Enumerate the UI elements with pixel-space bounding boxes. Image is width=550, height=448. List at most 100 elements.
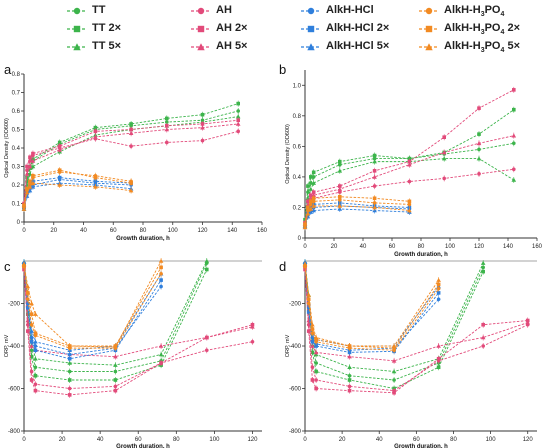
data-point bbox=[26, 305, 30, 310]
data-point bbox=[309, 175, 313, 179]
data-point bbox=[436, 291, 441, 295]
data-point bbox=[306, 184, 310, 188]
series-line bbox=[23, 260, 208, 366]
data-point bbox=[29, 354, 34, 359]
legend-swatch bbox=[191, 43, 211, 51]
data-point bbox=[512, 167, 516, 172]
data-point bbox=[29, 301, 34, 306]
series-line bbox=[304, 266, 440, 349]
data-point bbox=[338, 198, 342, 202]
y-tick-label: 0.6 bbox=[12, 109, 21, 115]
data-point bbox=[158, 352, 164, 357]
data-point bbox=[372, 205, 377, 210]
x-tick-label: 100 bbox=[209, 437, 220, 443]
data-point bbox=[337, 168, 343, 173]
x-tick-label: 120 bbox=[197, 228, 208, 234]
series-alkh-h3po4-5- bbox=[302, 261, 441, 349]
data-point bbox=[29, 322, 34, 327]
data-point bbox=[311, 203, 316, 208]
data-point bbox=[313, 350, 319, 355]
y-tick-label: 0.4 bbox=[12, 146, 21, 152]
x-tick-label: 160 bbox=[532, 244, 543, 250]
data-point bbox=[128, 188, 134, 193]
legend-label: AlkH-HCl 5× bbox=[326, 40, 390, 52]
data-point bbox=[113, 388, 118, 393]
data-point bbox=[372, 169, 377, 173]
legend-label: AlkH-H3PO4 5× bbox=[444, 40, 521, 55]
x-tick-label: 100 bbox=[168, 228, 179, 234]
data-point bbox=[306, 199, 310, 204]
data-point bbox=[476, 141, 482, 146]
data-point bbox=[481, 344, 485, 348]
data-point bbox=[407, 205, 412, 210]
data-point bbox=[128, 130, 134, 135]
data-point bbox=[310, 327, 315, 331]
data-point bbox=[113, 384, 118, 389]
data-point bbox=[436, 286, 441, 291]
data-point bbox=[113, 362, 118, 367]
data-point bbox=[57, 140, 62, 145]
legend-marker bbox=[425, 7, 433, 15]
data-point bbox=[311, 196, 316, 201]
legend-marker bbox=[197, 25, 205, 33]
series-ah bbox=[22, 128, 240, 211]
data-point bbox=[477, 147, 481, 152]
data-point bbox=[314, 386, 318, 391]
data-point bbox=[311, 199, 316, 204]
series-tt-5- bbox=[302, 259, 486, 375]
legend-swatch bbox=[301, 43, 321, 51]
data-point bbox=[57, 175, 62, 180]
data-point bbox=[236, 118, 240, 123]
x-tick-label: 60 bbox=[135, 437, 142, 443]
legend-swatch bbox=[301, 25, 321, 33]
data-point bbox=[236, 129, 240, 134]
data-point bbox=[481, 269, 485, 274]
data-point bbox=[33, 331, 38, 336]
data-point bbox=[67, 352, 72, 357]
data-point bbox=[372, 184, 377, 188]
data-point bbox=[27, 188, 33, 193]
data-point bbox=[200, 122, 205, 126]
data-point bbox=[164, 127, 170, 132]
legend-label: AlkH-HCl bbox=[326, 4, 374, 16]
data-point bbox=[113, 354, 118, 359]
panel-letter: d bbox=[279, 259, 286, 274]
series-line bbox=[23, 269, 253, 396]
x-axis-title: Growth duration, h bbox=[394, 444, 448, 448]
legend-swatch bbox=[419, 25, 439, 33]
data-point bbox=[28, 179, 32, 184]
data-point bbox=[306, 310, 311, 314]
legend-label: TT 2× bbox=[92, 22, 122, 34]
data-point bbox=[407, 156, 412, 161]
panel-letter: b bbox=[279, 62, 286, 77]
data-point bbox=[338, 201, 342, 205]
panel-d: d 0 20 40 60 80 100 120 -200 -400 -600 -800 Growth d… bbox=[279, 259, 537, 448]
series-alkh-h3po4-5- bbox=[21, 180, 134, 213]
data-point bbox=[442, 176, 446, 181]
data-point bbox=[338, 190, 342, 194]
data-point bbox=[33, 348, 38, 353]
x-tick-label: 60 bbox=[389, 244, 396, 250]
series-line bbox=[304, 89, 515, 223]
data-point bbox=[477, 172, 481, 176]
data-point bbox=[27, 184, 33, 189]
data-point bbox=[372, 153, 377, 158]
series-line bbox=[304, 264, 439, 353]
data-point bbox=[165, 140, 169, 145]
data-point bbox=[372, 174, 377, 179]
data-point bbox=[93, 125, 98, 130]
data-point bbox=[337, 203, 343, 208]
series-alkh-hcl-5- bbox=[21, 259, 164, 354]
legend-label: TT 5× bbox=[92, 40, 122, 52]
data-point bbox=[347, 378, 352, 382]
data-point bbox=[158, 258, 164, 263]
y-tick-label: -400 bbox=[289, 344, 302, 350]
data-point bbox=[310, 339, 315, 344]
data-point bbox=[159, 278, 163, 282]
data-point bbox=[159, 284, 163, 289]
legend-label: AH bbox=[216, 4, 232, 16]
data-point bbox=[306, 205, 310, 210]
data-point bbox=[30, 180, 36, 185]
data-point bbox=[309, 193, 313, 198]
data-point bbox=[57, 168, 62, 172]
